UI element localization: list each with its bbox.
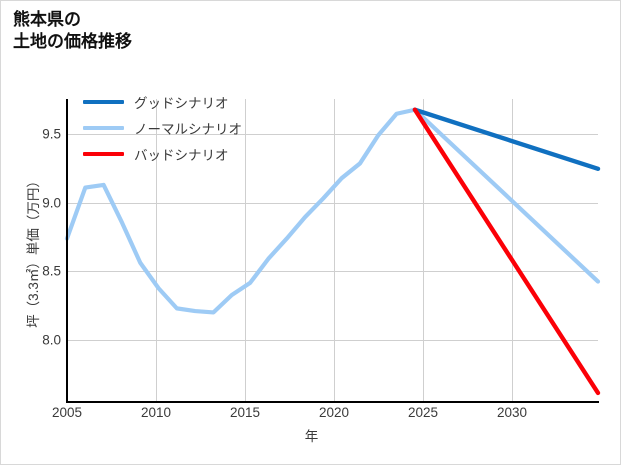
y-axis-tick-labels: 9.5 9.0 8.5 8.0 — [1, 1, 61, 466]
x-tick-2030: 2030 — [496, 405, 528, 420]
gridline-2015 — [245, 99, 246, 401]
y-tick-8-0: 8.0 — [42, 332, 61, 348]
gridline-2020 — [334, 99, 335, 401]
legend-swatch-bad-icon — [83, 152, 124, 156]
legend-item-bad[interactable]: バッドシナリオ — [83, 145, 242, 163]
chart-title: 熊本県の 土地の価格推移 — [13, 10, 132, 52]
x-axis-line — [66, 401, 599, 403]
x-tick-2005: 2005 — [51, 405, 83, 420]
y-axis-title: 坪（3.3㎡）単価（万円） — [26, 174, 41, 328]
gridline-9-5 — [67, 134, 598, 135]
legend-item-good[interactable]: グッドシナリオ — [83, 93, 242, 111]
y-tick-9-5: 9.5 — [42, 126, 61, 142]
legend-label-good: グッドシナリオ — [134, 96, 229, 111]
x-tick-2015: 2015 — [229, 405, 261, 420]
gridline-2030 — [512, 99, 513, 401]
legend-swatch-normal-icon — [83, 126, 124, 130]
plot-area — [64, 99, 601, 401]
gridline-8-5 — [67, 271, 598, 272]
series-layer — [64, 107, 601, 396]
legend-label-bad: バッドシナリオ — [134, 148, 229, 163]
x-axis-title: 年 — [304, 429, 319, 444]
x-tick-2020: 2020 — [318, 405, 350, 420]
gridline-8-0 — [67, 340, 598, 341]
line-normal-scenario — [64, 107, 601, 315]
y-tick-8-5: 8.5 — [42, 263, 61, 279]
gridline-9-0 — [67, 203, 598, 204]
legend-label-normal: ノーマルシナリオ — [134, 122, 242, 137]
gridline-2010 — [156, 99, 157, 401]
line-good-scenario — [412, 107, 601, 172]
gridline-2025 — [423, 99, 424, 401]
x-tick-2010: 2010 — [140, 405, 172, 420]
y-axis-line — [66, 99, 68, 402]
y-tick-9-0: 9.0 — [42, 195, 61, 211]
legend-swatch-good-icon — [83, 100, 124, 104]
x-tick-2025: 2025 — [407, 405, 439, 420]
line-bad-scenario — [412, 107, 601, 396]
legend-item-normal[interactable]: ノーマルシナリオ — [83, 119, 242, 137]
chart-legend: グッドシナリオ ノーマルシナリオ バッドシナリオ — [83, 93, 242, 163]
